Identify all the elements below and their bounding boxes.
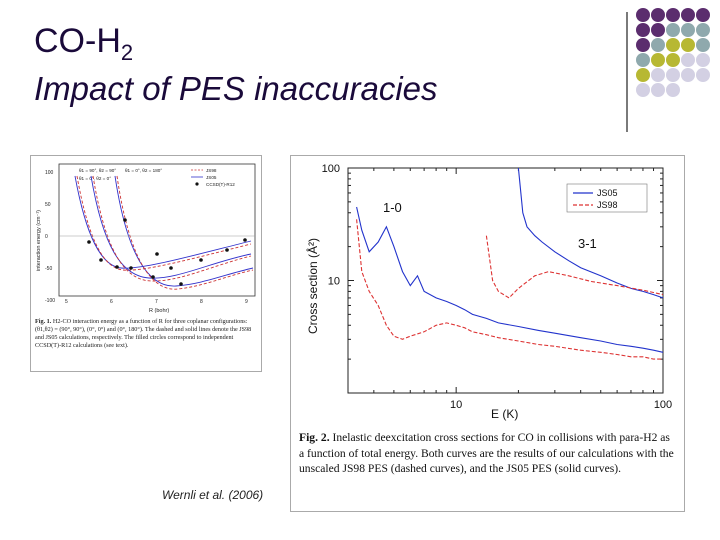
figure-1-xtick-label: 9 — [245, 299, 248, 305]
decor-dot — [651, 53, 665, 67]
figure-2-caption: Fig. 2. Inelastic deexcitation cross sec… — [299, 430, 677, 477]
figure-1-xtick-label: 7 — [155, 299, 158, 305]
decor-dot — [696, 53, 710, 67]
figure-1-ytick-label: -50 — [45, 266, 52, 272]
annotation-1-0: 1-0 — [383, 200, 402, 215]
series-js05-3-1 — [517, 167, 664, 299]
decor-vertical-line — [626, 12, 628, 132]
decor-dot — [636, 23, 650, 37]
series-js05-1-0 — [356, 206, 664, 353]
decor-dot — [666, 23, 680, 37]
slide-title-subscript: 2 — [120, 39, 134, 65]
legend-js98: JS98 — [597, 200, 618, 210]
figure-1-panel: interaction energy (cm⁻¹) R (bohr) 5 6 7 8 9… — [30, 155, 262, 372]
figure-1-yticks: 100 50 0 -50 -100 — [45, 170, 55, 304]
chart-xtick-label: 100 — [654, 399, 672, 411]
slide-title-text: CO-H — [34, 22, 121, 60]
figure-1-ytick-label: 50 — [45, 202, 51, 208]
figure-1-frame — [58, 163, 256, 297]
slide-title: CO-H2 — [34, 22, 133, 66]
decor-dot — [681, 68, 695, 82]
decor-dot — [681, 38, 695, 52]
decor-dot — [636, 68, 650, 82]
curve-js05-b — [90, 175, 252, 279]
decor-dot — [636, 83, 650, 97]
figure-1-xticks: 5 6 7 8 9 — [65, 299, 248, 305]
figure-1-ccsd-points — [87, 218, 247, 286]
decor-dot — [636, 38, 650, 52]
figure-1-ytick-label: 100 — [45, 170, 54, 176]
chart-ytick-label: 10 — [328, 276, 340, 288]
citation: Wernli et al. (2006) — [162, 488, 264, 502]
figure-1-xlabel: R (bohr) — [149, 308, 169, 314]
decor-dot — [666, 53, 680, 67]
chart-xtick-label: 10 — [450, 399, 462, 411]
series-legend-js05: JS05 — [206, 175, 217, 180]
chart-lines — [356, 167, 664, 360]
series-legend-js98: JS98 — [206, 168, 217, 173]
decor-dot — [696, 8, 710, 22]
legend-js05: JS05 — [597, 188, 618, 198]
chart-xticks: 10 100 — [373, 168, 672, 411]
slide-subtitle: Impact of PES inaccuracies — [34, 70, 438, 107]
series-js98-1-0 — [356, 219, 663, 360]
chart-yticks: 100 10 — [322, 163, 663, 360]
decor-dot — [696, 23, 710, 37]
chart-xlabel: E (K) — [491, 407, 518, 421]
decor-dot — [651, 38, 665, 52]
figure-1-ytick-label: 0 — [45, 234, 48, 240]
decor-dot — [651, 8, 665, 22]
decor-dot — [681, 23, 695, 37]
figure-1-config-legend: θ1 = 90°, θ2 = 90° θ1 = 0°, θ2 = 0° θ1 =… — [79, 168, 162, 181]
figure-1-plot: interaction energy (cm⁻¹) R (bohr) 5 6 7 8 9… — [36, 163, 256, 314]
config-legend-3: θ1 = 0°, θ2 = 180° — [125, 168, 162, 173]
figure-1-caption-label: Fig. 1. — [35, 318, 52, 325]
figure-2-panel: 100 10 10 100 E (K) Cross section (Å²) 1-0… — [290, 155, 685, 512]
chart-ylabel: Cross section (Å²) — [305, 238, 320, 334]
curve-js98-c — [116, 175, 254, 290]
decor-dot — [651, 68, 665, 82]
figure-2-caption-text: Inelastic deexcitation cross sections fo… — [299, 431, 674, 475]
figure-1-xtick-label: 5 — [65, 299, 68, 305]
figure-1-xtick-label: 8 — [200, 299, 203, 305]
figure-1-xtick-label: 6 — [110, 299, 113, 305]
config-legend-2: θ1 = 0°, θ2 = 0° — [79, 176, 111, 181]
figure-1-ytick-label: -100 — [45, 298, 55, 304]
decor-dot — [651, 83, 665, 97]
config-legend-1: θ1 = 90°, θ2 = 90° — [79, 168, 116, 173]
curve-js98-a — [76, 175, 252, 271]
decor-dot — [696, 68, 710, 82]
decor-dot — [666, 38, 680, 52]
decor-dot — [666, 8, 680, 22]
decor-dot — [651, 23, 665, 37]
figure-1-series-legend: JS98 JS05 CCSD(T)-R12 — [191, 168, 235, 187]
series-js98-3-1 — [485, 235, 664, 299]
figure-1-curves — [59, 175, 255, 290]
decor-dot — [636, 8, 650, 22]
curve-js05-c — [114, 175, 254, 287]
series-legend-ccsd: CCSD(T)-R12 — [206, 182, 235, 187]
annotation-3-1: 3-1 — [578, 236, 597, 251]
curve-js05-a — [74, 175, 252, 269]
decor-dot — [636, 53, 650, 67]
chart-ytick-label: 100 — [322, 163, 340, 175]
figure-1-caption-text: H2-CO interaction energy as a function o… — [35, 318, 252, 349]
chart-legend: JS05 JS98 — [566, 183, 648, 213]
decor-dot — [666, 83, 680, 97]
decor-dot — [681, 8, 695, 22]
decor-dot — [666, 68, 680, 82]
decor-dot — [696, 38, 710, 52]
figure-1-caption: Fig. 1. H2-CO interaction energy as a fu… — [35, 318, 255, 350]
decor-dot — [681, 53, 695, 67]
cross-section-chart: 100 10 10 100 E (K) Cross section (Å²) 1-0… — [305, 163, 672, 421]
figure-2-caption-label: Fig. 2. — [299, 431, 330, 444]
figure-1-ylabel: interaction energy (cm⁻¹) — [36, 210, 42, 271]
